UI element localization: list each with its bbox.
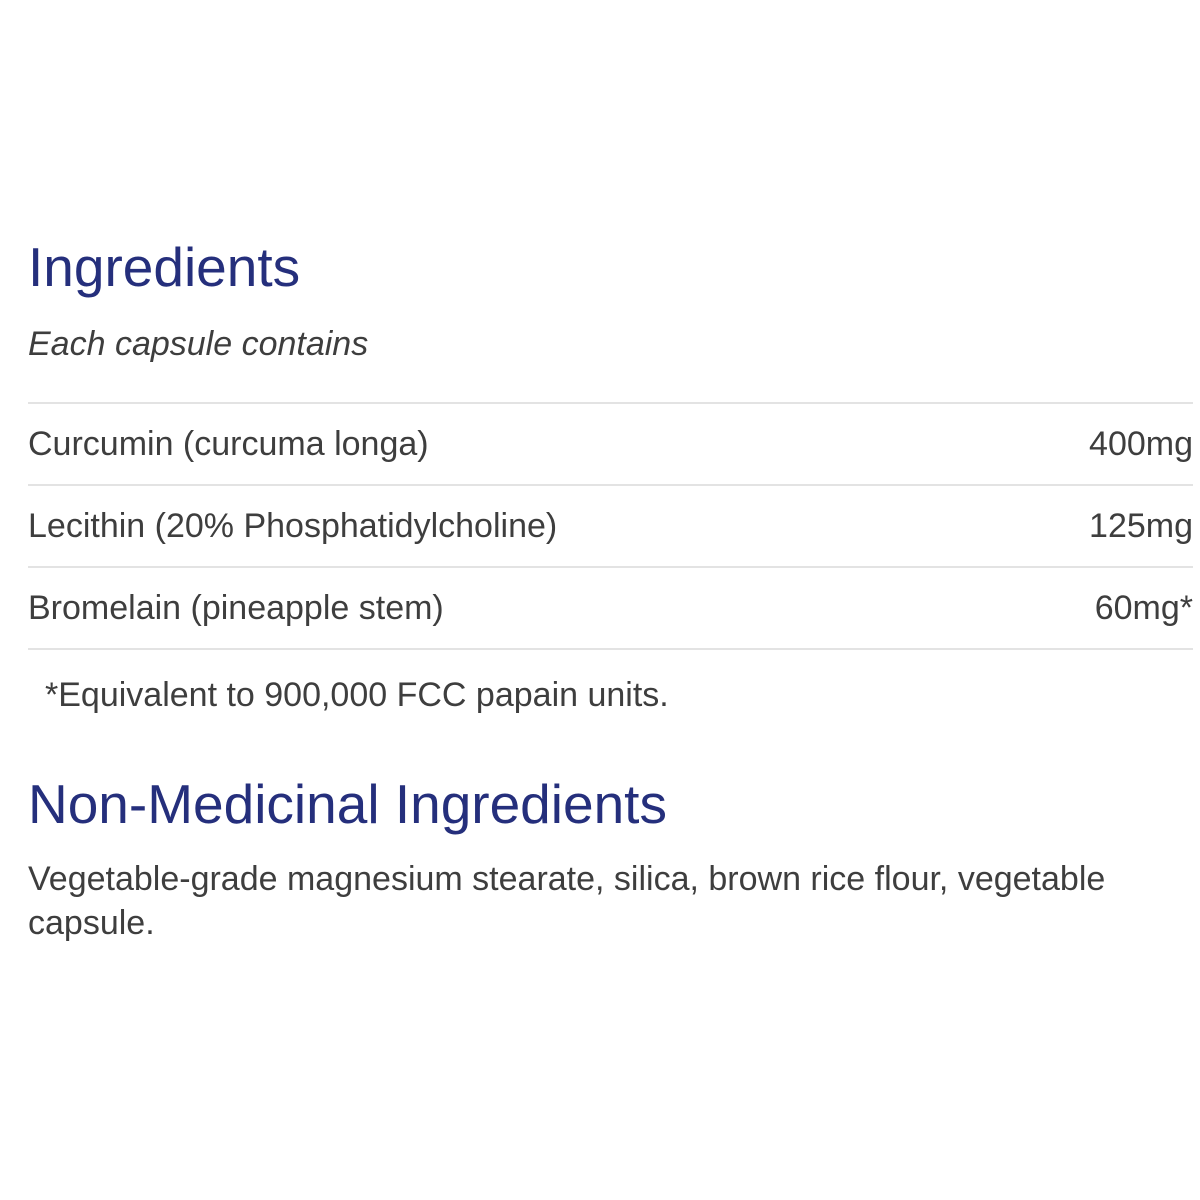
non-medicinal-heading: Non-Medicinal Ingredients [28,773,667,836]
ingredient-amount: 125mg [1001,484,1193,568]
ingredient-name: Curcumin (curcuma longa) [28,402,1002,486]
ingredient-row: Curcumin (curcuma longa) 400mg [28,402,1193,486]
ingredient-row: Lecithin (20% Phosphatidylcholine) 125mg [28,484,1193,568]
product-ingredients-section: Ingredients Each capsule contains Curcum… [28,236,1193,942]
equivalence-footnote: *Equivalent to 900,000 FCC papain units. [45,676,669,715]
ingredient-row: Bromelain (pineapple stem) 60mg* [28,566,1193,651]
ingredient-name: Bromelain (pineapple stem) [28,566,1002,651]
non-medicinal-body: Vegetable-grade magnesium stearate, sili… [28,859,1106,942]
ingredients-table: Curcumin (curcuma longa) 400mg Lecithin … [28,402,1193,651]
ingredient-name: Lecithin (20% Phosphatidylcholine) [28,484,1002,568]
ingredients-heading: Ingredients [28,236,301,298]
ingredient-amount: 400mg [1001,402,1193,486]
ingredient-amount: 60mg* [1001,566,1193,651]
each-capsule-contains-subtitle: Each capsule contains [28,325,369,364]
